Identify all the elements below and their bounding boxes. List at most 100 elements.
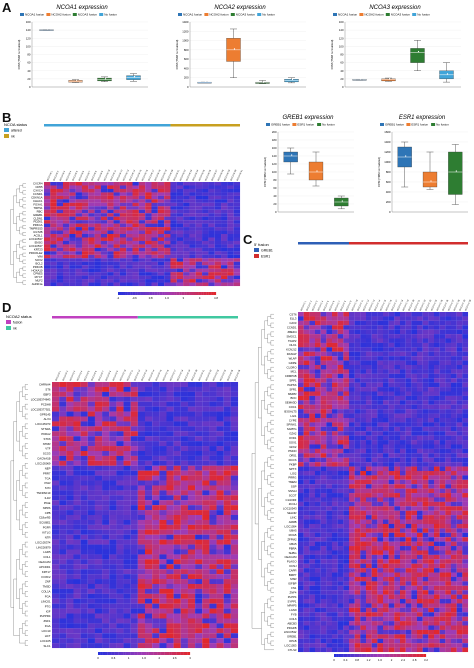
hm1-cell [326, 325, 333, 330]
hm1-cell [349, 440, 355, 445]
hm1-cell [309, 493, 316, 498]
hm1-colorbar-segment [393, 654, 397, 657]
hm1-cell [326, 497, 333, 502]
hm2-row-label: TGA [45, 476, 51, 480]
hm1-cell [428, 493, 435, 498]
hm0-cell [170, 279, 177, 283]
hm0-cell [62, 223, 70, 228]
hm1-cell [315, 546, 321, 551]
hm2-cell [94, 386, 103, 392]
hm2-cell [94, 391, 103, 397]
hm1-cell [394, 479, 401, 485]
hm1-cell [303, 523, 310, 529]
hm1-cell [354, 320, 361, 326]
hm2-cell [187, 480, 196, 486]
hm1-dendrogram-branch [267, 351, 271, 361]
hm0-cell [81, 254, 89, 259]
hm1-cell [303, 413, 310, 419]
hm2-cell [102, 515, 110, 520]
hm1-cell [456, 607, 463, 613]
hm1-cell [383, 382, 389, 388]
hm2-cell [66, 544, 74, 550]
hm1-cell [366, 422, 372, 427]
hm0-row-label: CDKN1A [31, 195, 42, 199]
hm1-cell [388, 431, 395, 436]
box1-legend-label: NCOA1 fusion [183, 13, 203, 17]
hm1-cell [411, 568, 418, 573]
hm1-cell [354, 603, 361, 608]
hm2-cell [80, 529, 88, 535]
hm1-cell [371, 638, 378, 644]
hm0-cell [107, 216, 114, 221]
hm1-cell [343, 320, 350, 326]
hm1-cell [462, 625, 469, 630]
hm1-cell [326, 612, 333, 617]
hm1-cell [422, 568, 429, 573]
hm1-cell [377, 612, 384, 617]
hm2-cell [145, 490, 153, 496]
hm2-cell [59, 485, 67, 491]
hm2-cell [87, 441, 95, 447]
hm0-colorbar-segment [137, 292, 141, 295]
hm0-row-label: TMPRSS3 [29, 227, 43, 231]
hm2-cell [173, 549, 181, 555]
hm0-cell [157, 265, 165, 269]
hm0-cell [75, 254, 82, 259]
hm2-cell [180, 475, 188, 481]
hm1-cell [439, 409, 446, 414]
hm2-cell [59, 539, 67, 545]
hm1-cell [439, 599, 446, 604]
hm2-cell [87, 574, 95, 580]
hm1-cell [371, 457, 378, 463]
hm1-colorbar-tick: 2.4 [401, 658, 405, 662]
hm1-column-label: INCOA C 27 [447, 299, 455, 312]
hm1-cell [434, 373, 440, 379]
hm0-cell [138, 240, 146, 245]
hm1-cell [434, 440, 440, 445]
hm0-cell [56, 220, 64, 224]
hm1-colorbar-segment [359, 654, 362, 657]
hm2-cell [109, 544, 117, 550]
hm1-row-label: ZCCH [289, 502, 297, 506]
hm2-cell [202, 465, 210, 471]
hm0-cell [233, 265, 241, 269]
hm1-cell [445, 519, 452, 524]
hm1-cell [394, 554, 401, 560]
hm1-cell [411, 523, 418, 529]
hm1-cell [309, 634, 316, 639]
hm1-cell [309, 629, 316, 635]
hm0-cell [208, 202, 215, 207]
hm1-cell [366, 369, 372, 374]
hm0-cell [202, 192, 209, 196]
hm0-dendrogram-branch [16, 244, 20, 259]
hm1-cell [360, 417, 367, 423]
hm0-cell [113, 237, 120, 241]
hm1-cell [383, 457, 389, 463]
hm1-cell [428, 585, 435, 591]
hm0-cell [75, 202, 82, 207]
hm0-cell [195, 199, 203, 203]
hm2-cell [109, 554, 117, 560]
hm0-cell [94, 247, 101, 252]
hm1-cell [422, 594, 429, 600]
hm1-cell [371, 422, 378, 427]
hm1-row-label: CAV3 [289, 321, 297, 325]
hm0-cell [62, 206, 70, 210]
hm1-cell [456, 585, 463, 591]
hm1-cell [388, 391, 395, 396]
hm1-cell [326, 479, 333, 485]
hm1-cell [337, 523, 344, 529]
hm1-cell [326, 599, 333, 604]
hm1-cell [298, 647, 304, 653]
hm1-cell [343, 528, 350, 533]
hm1-cell [343, 638, 350, 644]
hm1-cell [400, 515, 406, 520]
hm0-cell [56, 227, 64, 231]
hm1-cell [388, 435, 395, 441]
hm0-cell [214, 240, 222, 245]
hm1-cell [422, 532, 429, 538]
hm2-cell [73, 524, 81, 530]
hm1-cell [354, 470, 361, 476]
hm1-cell [320, 325, 327, 330]
hm0-cell [183, 272, 190, 276]
